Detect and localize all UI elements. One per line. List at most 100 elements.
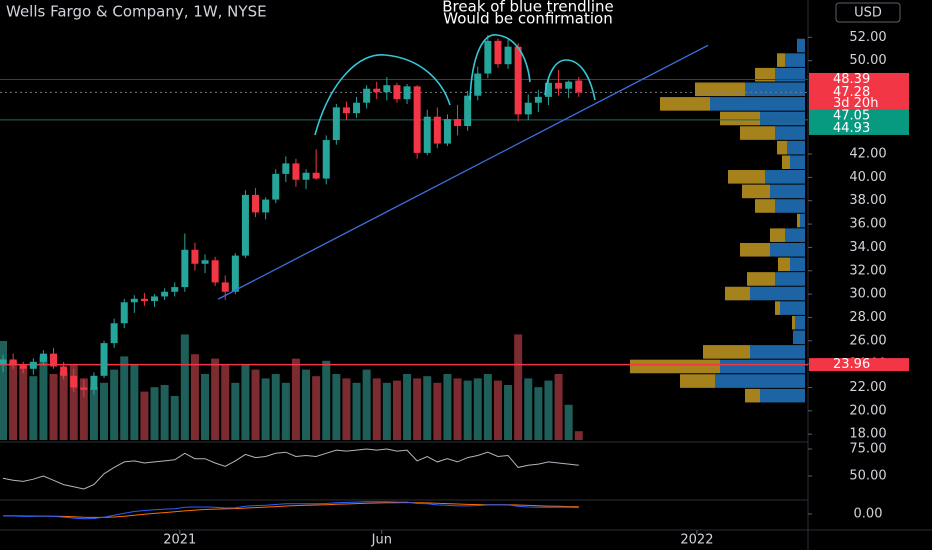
y-tick-label: 52.00 [849,30,886,45]
rsi-tick-label: 50.00 [849,469,886,484]
candle-body [504,46,512,65]
volume-bar [392,380,401,440]
profile-down [720,111,760,126]
volume-bar [413,378,422,440]
candle-body [211,260,219,283]
profile-down [792,315,795,330]
x-tick-label: 2021 [163,533,196,548]
profile-down [770,228,785,242]
volume-bar [19,365,28,440]
volume-bar [544,380,553,440]
volume-bar [483,374,492,440]
volume-bar [403,374,412,440]
candle-body [60,366,68,376]
profile-down [777,53,785,67]
candle-body [423,116,431,153]
volume-bar [423,376,432,440]
candle-body [494,40,502,65]
profile-up [775,272,805,286]
profile-up [760,111,805,126]
volume-bar [150,387,159,440]
candle-body [413,86,421,153]
profile-up [775,126,805,140]
candle-body [110,323,118,344]
volume-bar [281,382,290,440]
profile-down [742,184,770,199]
volume-bar [79,378,88,440]
profile-up [785,228,805,242]
price-label-bg [809,109,909,123]
candle-body [171,287,179,292]
volume-bar [382,382,391,440]
price-label: 23.96 [833,357,870,372]
profile-down [755,199,775,213]
currency-box[interactable] [835,2,901,23]
volume-bar [160,385,169,440]
y-tick-label: 32.00 [849,263,886,278]
volume-bar [322,360,331,440]
y-tick-label: 28.00 [849,310,886,325]
candle-body [322,140,330,179]
volume-bar [261,378,270,440]
candle-body [151,296,159,302]
x-tick-label: Jun [371,533,392,548]
y-tick-label: 26.00 [849,333,886,348]
candle-body [9,359,17,366]
price-label: 48.39 [833,72,870,87]
profile-down [777,140,787,155]
profile-up [793,330,805,345]
y-tick-label: 20.00 [849,403,886,418]
y-tick-label: 42.00 [849,147,886,162]
macd-tick-label: 0.00 [854,506,883,521]
y-tick-label: 34.00 [849,240,886,255]
right-shoulder [544,59,596,101]
price-label-bg [809,121,909,135]
volume-bar [443,374,452,440]
candle-body [70,375,78,388]
profile-down [797,213,800,228]
price-label-bg [809,72,909,86]
volume-bar [534,387,543,440]
volume-bar [514,334,523,440]
candle-body [0,359,7,365]
candle-body [80,387,88,390]
candle-body [524,102,532,115]
candle-body [464,95,472,127]
candle-body [302,172,310,180]
volume-bar [433,382,442,440]
currency[interactable]: USD [854,6,882,21]
volume-bar [453,378,462,440]
head [469,34,531,101]
candle-body [262,199,270,213]
profile-up [760,388,805,403]
volume-bar [231,382,240,440]
candle-body [39,353,47,362]
profile-down [778,257,790,272]
volume-bar [574,431,583,440]
candle-body [140,298,148,302]
volume-bar [59,371,68,440]
candle-body [120,302,128,324]
candle-body [514,46,522,115]
profile-up [800,213,805,228]
candle-body [100,343,108,376]
profile-down [725,286,750,301]
volume-bar [504,385,513,440]
y-tick-label: 36.00 [849,217,886,232]
candle-body [231,255,239,292]
x-tick-label: 2022 [680,533,713,548]
candle-body [29,361,37,369]
volume-bar [241,365,250,440]
volume-bar [140,391,149,440]
profile-up [765,170,805,184]
volume-bar [120,356,129,440]
y-tick-label: 38.00 [849,193,886,208]
volume-bar [524,378,533,440]
y-tick-label: 22.00 [849,380,886,395]
candle-body [161,291,169,297]
profile-down [782,155,790,170]
profile-up [790,257,805,272]
volume-bar [0,341,8,440]
candle-body [181,249,189,288]
